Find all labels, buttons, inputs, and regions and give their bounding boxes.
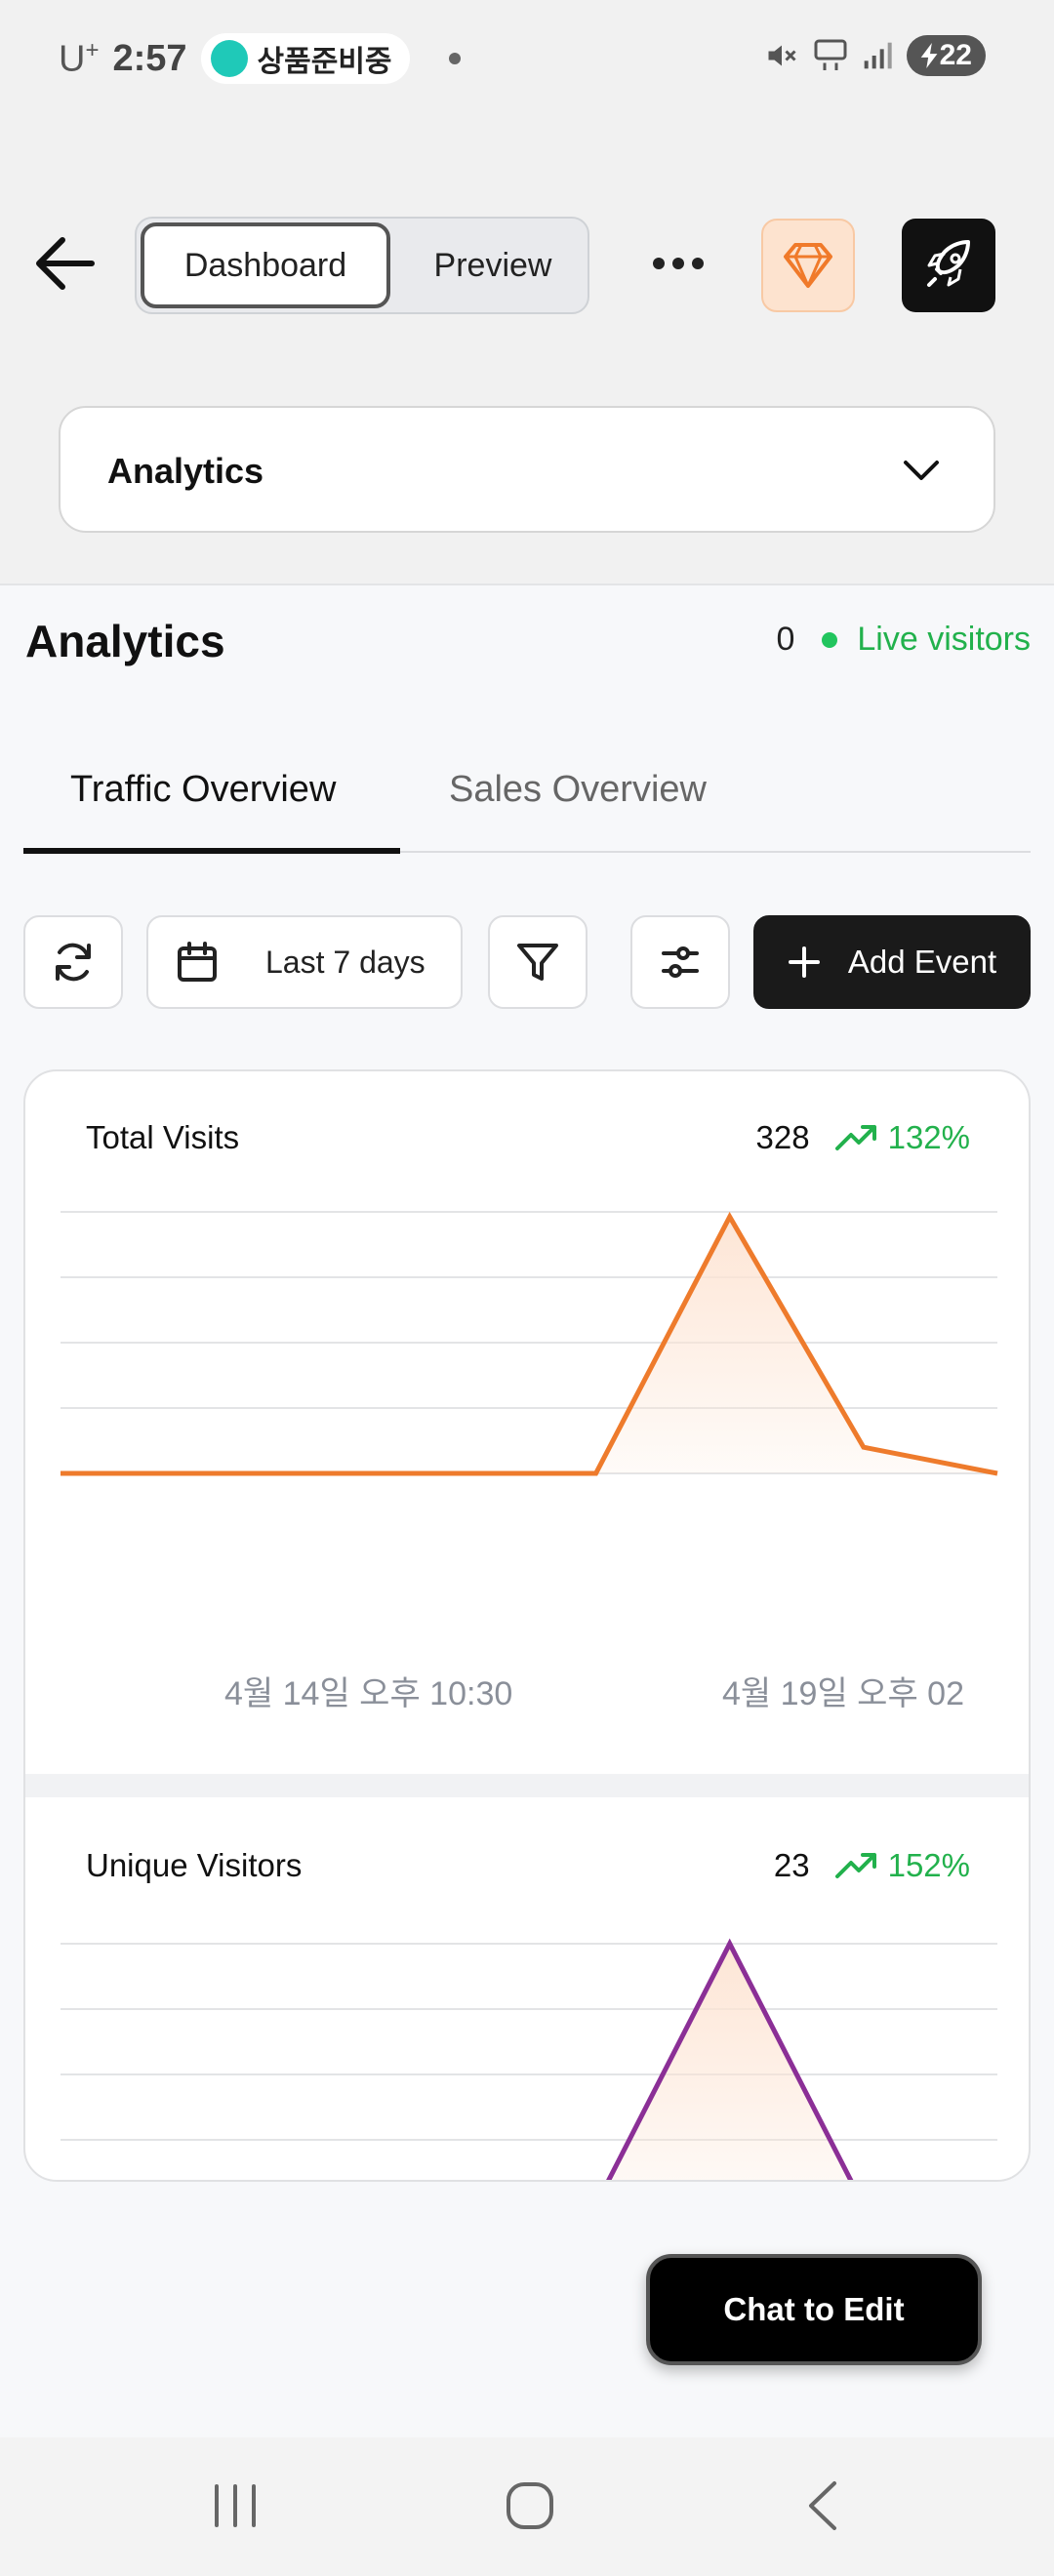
filter-bar: Last 7 days Add Event <box>23 915 1031 1011</box>
card-divider <box>25 1774 1029 1797</box>
diamond-icon <box>784 243 832 288</box>
date-range-label: Last 7 days <box>265 944 426 980</box>
back-button[interactable] <box>33 234 98 293</box>
publish-button[interactable] <box>902 219 995 312</box>
home-icon <box>507 2482 553 2529</box>
system-back-button[interactable] <box>789 2476 857 2535</box>
refresh-icon <box>56 943 91 982</box>
tab-traffic-overview[interactable]: Traffic Overview <box>70 769 337 810</box>
total-visits-header: Total Visits 328 132% <box>86 1108 970 1167</box>
metrics-card: Total Visits 328 132% 4월 14일 오후 10:30 4월… <box>23 1069 1031 2182</box>
5g-icon <box>814 39 847 70</box>
carrier-label: U+ <box>59 36 100 80</box>
metric-value: 328 <box>755 1119 810 1155</box>
upgrade-button[interactable] <box>761 219 855 312</box>
analytics-panel: Analytics 0 Live visitors Traffic Overvi… <box>0 584 1054 2437</box>
total-visits-chart <box>61 1211 998 1476</box>
chevron-down-icon <box>904 461 939 480</box>
mute-icon <box>768 45 796 66</box>
clock: 2:57 <box>112 37 187 79</box>
arrow-left-icon <box>36 237 95 290</box>
more-dots-icon <box>653 258 665 269</box>
rocket-icon <box>927 240 970 287</box>
add-event-button[interactable]: Add Event <box>753 915 1031 1009</box>
recent-apps-icon <box>215 2484 256 2527</box>
system-nav-bar <box>0 2437 1054 2576</box>
trend-up-icon <box>834 1853 876 1878</box>
filter-button[interactable] <box>488 915 588 1009</box>
chat-to-edit-button[interactable]: Chat to Edit <box>646 2254 982 2365</box>
metric-trend: 132% <box>834 1119 970 1156</box>
notification-dot-icon <box>448 53 461 64</box>
live-visitors-label: Live visitors <box>857 621 1031 658</box>
metric-trend: 152% <box>834 1847 970 1884</box>
recent-apps-button[interactable] <box>201 2476 269 2535</box>
charging-icon <box>920 43 938 68</box>
notification-pill[interactable]: 상품준비중 <box>200 33 410 84</box>
home-button[interactable] <box>496 2476 564 2535</box>
editor-toolbar: Dashboard Preview <box>0 205 1054 322</box>
live-visitors-count: 0 <box>776 621 795 658</box>
x-tick-label: 4월 19일 오후 02 <box>722 1675 965 1712</box>
view-mode-switch: Dashboard Preview <box>135 217 589 314</box>
metric-value: 23 <box>773 1847 810 1883</box>
page-selector-dropdown[interactable]: Analytics <box>59 406 995 533</box>
page-title: Analytics <box>25 616 225 666</box>
unique-visitors-header: Unique Visitors 23 152% <box>86 1836 970 1895</box>
series-line <box>61 1211 998 1476</box>
unique-visitors-chart <box>61 1938 997 2180</box>
sliders-icon <box>662 946 699 978</box>
notification-text: 상품준비중 <box>257 46 392 78</box>
live-dot-icon <box>822 631 838 648</box>
live-visitors-indicator: 0 Live visitors <box>776 621 1031 659</box>
signal-icon <box>864 42 892 69</box>
area-fill <box>608 1944 851 2180</box>
chevron-left-icon <box>809 2481 836 2530</box>
refresh-button[interactable] <box>23 915 123 1009</box>
calendar-icon <box>178 942 217 982</box>
status-bar: U+ 2:57 상품준비중 22 <box>0 0 1054 117</box>
trend-up-icon <box>834 1125 876 1150</box>
battery-indicator: 22 <box>906 35 986 76</box>
series-line <box>606 1938 854 2180</box>
metric-label: Total Visits <box>86 1119 240 1155</box>
filter-icon <box>517 944 558 981</box>
add-event-label: Add Event <box>847 944 997 980</box>
dashboard-tab[interactable]: Dashboard <box>141 222 390 308</box>
tab-sales-overview[interactable]: Sales Overview <box>449 769 707 810</box>
x-tick-label: 4월 14일 오후 10:30 <box>224 1675 513 1712</box>
more-options-button[interactable] <box>644 234 712 293</box>
area-fill <box>61 1217 997 1473</box>
page-selector-value: Analytics <box>107 451 264 491</box>
preview-tab[interactable]: Preview <box>433 246 552 284</box>
active-tab-indicator <box>23 848 400 854</box>
settings-sliders-button[interactable] <box>630 915 730 1009</box>
app-notification-icon <box>210 40 248 77</box>
date-range-button[interactable]: Last 7 days <box>146 915 463 1009</box>
x-tick-clip: 4월 19일 오후 02 <box>722 1667 995 1715</box>
overview-tabs: Traffic Overview Sales Overview <box>23 751 1031 854</box>
plus-icon <box>788 946 820 978</box>
metric-label: Unique Visitors <box>86 1847 303 1883</box>
